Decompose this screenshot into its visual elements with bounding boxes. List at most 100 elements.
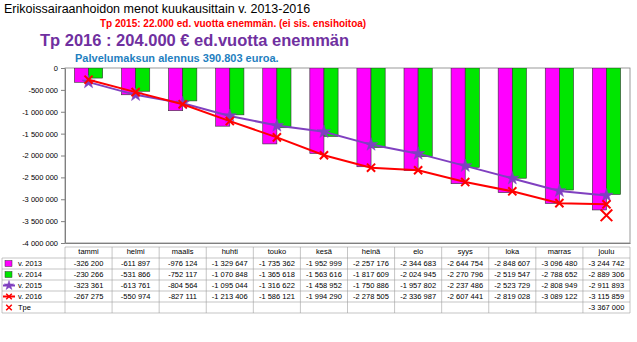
bar [230, 68, 244, 115]
bar [512, 68, 526, 178]
y-tick-mark [61, 177, 65, 178]
marker [601, 209, 613, 221]
marker [132, 88, 140, 96]
y-tick: -2 000 000 [22, 151, 65, 160]
table-rule [394, 247, 395, 313]
x-tick-label: tammi [78, 247, 99, 256]
legend-entry: Tpe [18, 303, 31, 312]
y-tick-label: 0 [54, 64, 58, 73]
table-value: -3 089 122 [541, 292, 577, 301]
table-rule [159, 247, 160, 313]
annotation: Tp 2015: 22.000 ed. vuotta enemmän. (ei … [100, 18, 366, 29]
bar [310, 68, 324, 153]
table-rule [300, 247, 301, 313]
table-value: -326 200 [74, 259, 104, 268]
x-tick: marras [548, 243, 572, 256]
x-tick-label: syys [458, 247, 473, 256]
y-tick-label: -3 500 000 [22, 217, 58, 226]
bar [418, 68, 432, 157]
legend-swatch-box [5, 261, 12, 267]
bar-series [74, 68, 606, 210]
line-series [84, 76, 610, 209]
x-tick-label: marras [548, 247, 572, 256]
table-value: -1 070 848 [212, 270, 248, 279]
plot-marks [74, 68, 620, 221]
marker [411, 147, 424, 160]
legend-entry: v. 2016 [18, 292, 42, 301]
marker [459, 159, 472, 172]
table-value: -2 519 547 [494, 270, 530, 279]
table-value: -2 257 176 [353, 259, 389, 268]
marker [602, 200, 610, 208]
bar-series [89, 68, 621, 194]
line-series [601, 209, 613, 221]
y-tick-label: -2 500 000 [22, 173, 58, 182]
legend-entry: v. 2014 [18, 270, 42, 279]
table-rule [582, 247, 583, 313]
y-tick-mark [61, 199, 65, 200]
bar [357, 68, 371, 167]
marker [226, 117, 234, 125]
x-tick-label: touko [268, 247, 286, 256]
table-value: -1 735 362 [259, 259, 295, 268]
table-value: -1 329 647 [212, 259, 248, 268]
table-value: -230 266 [74, 270, 104, 279]
legend-swatch [3, 294, 15, 300]
bar [606, 68, 620, 194]
table-value: -2 848 607 [494, 259, 530, 268]
x-tick-label: huhti [222, 247, 239, 256]
x-tick: touko [268, 243, 286, 256]
x-tick: loka [505, 243, 520, 256]
table-value: -2 278 505 [353, 292, 389, 301]
table-value: -1 952 999 [306, 259, 342, 268]
table-value: -611 897 [121, 259, 150, 268]
table-value: -804 564 [168, 281, 198, 290]
legend-entry: v. 2015 [18, 281, 42, 290]
table-value: -1 095 044 [212, 281, 248, 290]
table-value: -531 866 [121, 270, 151, 279]
table-value: -2 819 028 [494, 292, 530, 301]
x-tick: heinä [362, 243, 381, 256]
marker [317, 125, 330, 138]
y-tick-mark [61, 156, 65, 157]
y-tick: -4 000 000 [22, 239, 65, 248]
table-value: -1 365 618 [259, 270, 295, 279]
table-value: -2 336 987 [400, 292, 436, 301]
x-tick: kesä [316, 243, 333, 256]
bar [592, 68, 606, 210]
marker [506, 171, 519, 184]
table-rule [535, 247, 536, 313]
table-rule [347, 247, 348, 313]
x-tick-label: elo [413, 247, 423, 256]
x-tick: elo [413, 243, 423, 256]
marker [84, 76, 92, 84]
y-tick-label: -1 500 000 [22, 130, 58, 139]
table-value: -2 911 893 [589, 281, 624, 290]
table-value: -976 124 [168, 259, 198, 268]
bar [465, 68, 479, 167]
table-value: -1 750 886 [353, 281, 389, 290]
legend-swatch-marker [4, 281, 14, 290]
y-tick-mark [61, 68, 65, 69]
table-value: -1 817 609 [353, 270, 389, 279]
bar [136, 68, 150, 91]
x-tick: joulu [598, 243, 615, 256]
bar [371, 68, 385, 148]
table-value: -1 316 622 [259, 281, 295, 290]
x-tick: maalis [172, 243, 194, 256]
table-value: -2 808 949 [541, 281, 577, 290]
annotation: Tp 2016 : 204.000 € ed.vuotta enemmän [40, 31, 349, 49]
table-value: -2 889 306 [589, 270, 625, 279]
table-rule [630, 247, 631, 313]
y-tick-mark [61, 134, 65, 135]
bar [545, 68, 559, 203]
y-tick-mark [61, 243, 65, 244]
y-axis: -4 000 000-3 500 000-3 000 000-2 500 000… [22, 64, 65, 248]
table-row: v. 2013-326 200-611 897-976 124-1 329 64… [5, 259, 624, 268]
table-rule [206, 247, 207, 313]
bar [183, 68, 197, 101]
table-value: -550 974 [121, 292, 151, 301]
table-value: -267 275 [74, 292, 104, 301]
title: Erikoissairaanhoidon menot kuukausittain… [4, 2, 310, 16]
x-tick-label: heinä [362, 247, 381, 256]
